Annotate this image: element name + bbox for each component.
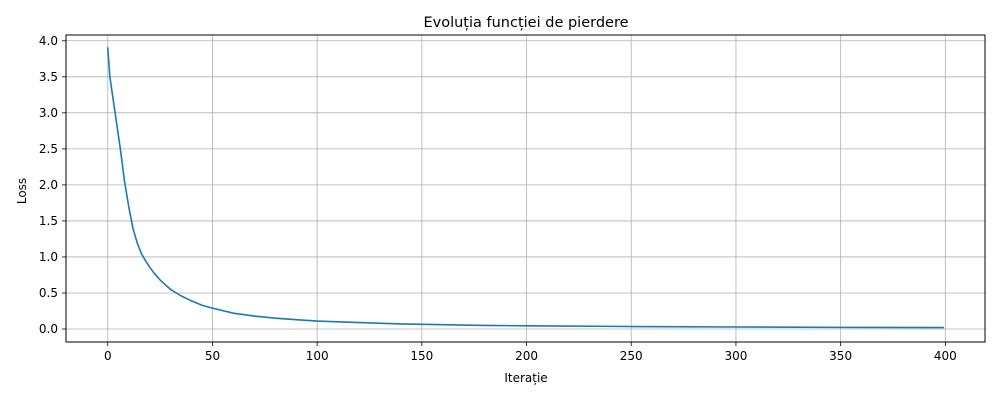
y-tick-label: 0.0: [39, 322, 58, 336]
axis-ticks: 0 50 100 150 200 250 300 350 400 0.0 0.5 1.0 1.5 2.0 2…: [39, 34, 957, 363]
loss-series-line: [106, 47, 945, 329]
x-tick-label: 100: [306, 349, 329, 363]
x-tick-label: 200: [515, 349, 538, 363]
x-tick-label: 50: [205, 349, 220, 363]
y-tick-label: 2.5: [39, 142, 58, 156]
y-tick-label: 1.0: [39, 250, 58, 264]
y-tick-label: 2.0: [39, 178, 58, 192]
x-axis-title: Iterație: [504, 371, 547, 385]
y-axis-title: Loss: [15, 178, 29, 204]
x-tick-label: 400: [934, 349, 957, 363]
x-tick-label: 350: [829, 349, 852, 363]
plot-frame: [65, 34, 986, 343]
x-tick-label: 300: [724, 349, 747, 363]
grid-lines: [66, 35, 985, 342]
y-tick-label: 0.5: [39, 286, 58, 300]
plot-area: [106, 47, 945, 329]
x-tick-label: 150: [410, 349, 433, 363]
x-tick-label: 250: [620, 349, 643, 363]
y-tick-label: 4.0: [39, 34, 58, 48]
y-tick-label: 1.5: [39, 214, 58, 228]
x-tick-label: 0: [104, 349, 112, 363]
chart-title: Evoluția funcției de pierdere: [423, 15, 628, 31]
y-tick-label: 3.5: [39, 70, 58, 84]
y-tick-label: 3.0: [39, 106, 58, 120]
